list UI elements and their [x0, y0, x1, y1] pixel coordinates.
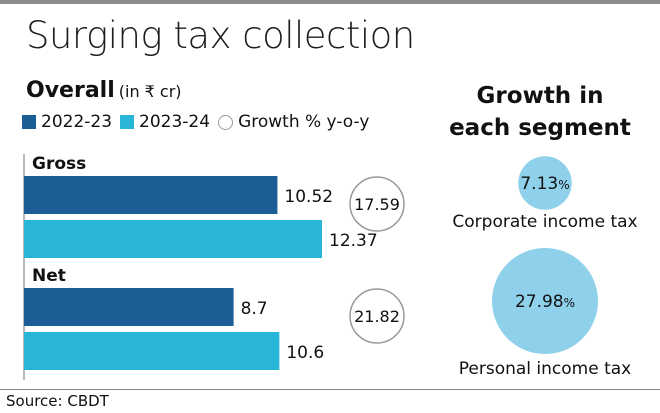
bubble-label-corporate-income-tax: Corporate income tax: [452, 212, 637, 232]
value-label-gross-2022-23: 10.52: [284, 187, 333, 207]
segment-title-line1: Growth in: [476, 83, 604, 109]
growth-label-gross: 17.59: [354, 195, 400, 214]
chart-subtitle: Overall: [26, 78, 115, 103]
subtitle-row: Overall (in ₹ cr): [26, 78, 182, 103]
bubble-value-personal-income-tax: 27.98%: [515, 292, 575, 312]
top-rule: [0, 0, 660, 4]
bubble-value-corporate-income-tax: 7.13%: [520, 174, 569, 194]
bar-net-2023-24: [24, 332, 280, 370]
bar-chart: Gross 10.52 12.37 17.59 Net 8.7 10.6 21.82: [23, 154, 405, 380]
value-label-net-2023-24: 10.6: [286, 343, 324, 363]
legend-swatch-2022-23: [22, 115, 36, 129]
legend-swatch-growth: [218, 114, 234, 130]
value-label-gross-2023-24: 12.37: [329, 231, 378, 251]
bottom-rule: [0, 389, 660, 390]
growth-circle-gross: [349, 176, 405, 232]
legend-swatch-2023-24: [120, 115, 135, 129]
bar-gross-2022-23: [24, 176, 278, 214]
bar-gross-2023-24: [24, 220, 322, 258]
legend-label-2022-23: 2022-23: [41, 112, 113, 132]
value-label-net-2022-23: 8.7: [241, 299, 268, 319]
growth-circle-net: [349, 288, 405, 344]
bubble-personal-income-tax: [492, 248, 598, 354]
category-label-net: Net: [32, 266, 66, 286]
growth-label-net: 21.82: [354, 307, 400, 326]
segment-title-line2: each segment: [449, 115, 631, 141]
legend-label-growth: Growth % y-o-y: [238, 112, 370, 132]
bubble-chart: 7.13% Corporate income tax 27.98% Personal …: [452, 156, 638, 379]
source-note: Source: CBDT: [6, 392, 109, 410]
legend-item-growth: Growth % y-o-y: [218, 112, 369, 132]
segment-title: Growth in each segment: [440, 80, 640, 144]
category-label-gross: Gross: [32, 154, 86, 174]
bubble-label-personal-income-tax: Personal income tax: [459, 359, 631, 379]
legend-item-2023-24: 2023-24: [120, 112, 210, 132]
bar-net-2022-23: [24, 288, 234, 326]
unit-label: (in ₹ cr): [118, 82, 182, 101]
bubble-corporate-income-tax: [518, 156, 572, 210]
legend: 2022-23 2023-24 Growth % y-o-y: [22, 112, 377, 132]
legend-item-2022-23: 2022-23: [22, 112, 112, 132]
page-title: Surging tax collection: [26, 14, 415, 57]
legend-label-2023-24: 2023-24: [139, 112, 211, 132]
